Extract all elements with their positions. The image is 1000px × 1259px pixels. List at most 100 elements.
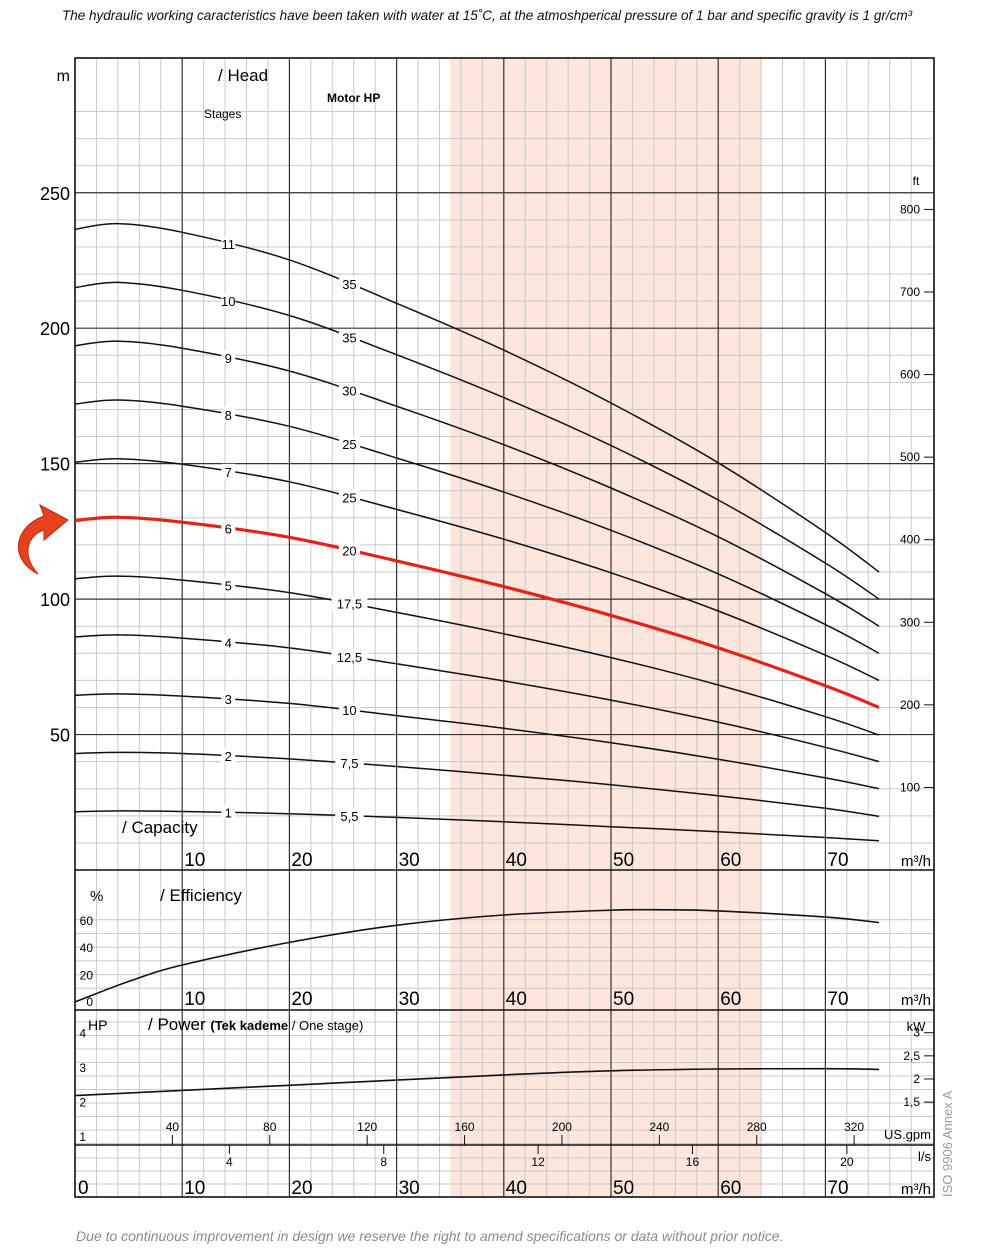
- efficiency-y-unit: %: [90, 888, 103, 905]
- stage-label-bg: [221, 804, 236, 820]
- head-y-tick: 50: [50, 726, 70, 746]
- stage-label-bg: [221, 293, 236, 309]
- ft-tick-label: 100: [900, 780, 920, 794]
- stage-label-bg: [221, 520, 236, 536]
- stage-label: 8: [225, 408, 232, 423]
- head-y-tick: 150: [40, 455, 70, 475]
- stage-label: 10: [221, 294, 235, 309]
- power-y-tick: 2: [79, 1096, 86, 1110]
- motor-label: 20: [342, 544, 356, 559]
- gpm-tick-label: 120: [357, 1120, 377, 1134]
- bottom-x-tick: 30: [399, 1178, 420, 1199]
- head-x-tick: 60: [720, 850, 741, 871]
- stage-label: 4: [225, 635, 232, 650]
- ft-tick-label: 500: [900, 450, 920, 464]
- stage-label: 3: [225, 692, 232, 707]
- capacity-label: / Capacity: [122, 818, 198, 837]
- bottom-x-tick: 50: [613, 1178, 634, 1199]
- ft-tick-label: 200: [900, 698, 920, 712]
- gpm-tick-label: 200: [552, 1120, 572, 1134]
- motor-hp-label: Motor HP: [327, 91, 380, 105]
- kw-tick-label: 1,5: [903, 1095, 920, 1109]
- head-curve-stage-2: [74, 751, 880, 818]
- stages-label: Stages: [204, 107, 241, 121]
- stage-label: 7: [225, 465, 232, 480]
- motor-label: 17,5: [337, 597, 362, 612]
- head-y-tick: 200: [40, 319, 70, 339]
- efficiency-x-tick: 10: [184, 989, 205, 1010]
- stage-label: 9: [225, 351, 232, 366]
- head-x-tick: 70: [827, 850, 848, 871]
- efficiency-x-tick: 50: [613, 989, 634, 1010]
- stage-label: 1: [225, 805, 232, 820]
- stage-label-bg: [221, 747, 236, 763]
- stage-label: 2: [225, 749, 232, 764]
- motor-label: 5,5: [340, 809, 358, 824]
- stage-label: 11: [222, 237, 236, 252]
- efficiency-y-tick: 0: [86, 995, 93, 1009]
- efficiency-x-tick: 40: [506, 989, 527, 1010]
- head-curve-stage-6: [74, 515, 880, 709]
- bottom-x-tick: 70: [827, 1178, 848, 1199]
- bottom-x-tick: 60: [720, 1178, 741, 1199]
- ft-axis-label: ft: [913, 174, 920, 188]
- ft-tick-label: 700: [900, 285, 920, 299]
- ls-tick-label: 8: [380, 1155, 387, 1169]
- head-x-tick: 10: [184, 850, 205, 871]
- ft-tick-label: 600: [900, 368, 920, 382]
- stage-label-bg: [221, 634, 236, 650]
- power-title-bold: (Tek kademe: [210, 1018, 288, 1033]
- efficiency-x-tick: 60: [720, 989, 741, 1010]
- power-title-rest: / One stage): [288, 1018, 363, 1033]
- gpm-tick-label: 240: [649, 1120, 669, 1134]
- motor-label-bg: [331, 595, 368, 611]
- head-x-tick: 20: [291, 850, 312, 871]
- head-curve-stage-3: [74, 693, 880, 790]
- motor-label-bg: [338, 542, 360, 558]
- head-x-tick: 50: [613, 850, 634, 871]
- head-y-unit: m: [57, 68, 70, 85]
- motor-label-bg: [338, 329, 360, 345]
- ls-tick-label: 20: [840, 1155, 854, 1169]
- motor-label: 25: [342, 437, 356, 452]
- head-y-tick: 100: [40, 590, 70, 610]
- footer-note: Due to continuous improvement in design …: [76, 1228, 784, 1244]
- motor-label-bg: [338, 702, 360, 718]
- motor-label: 30: [342, 384, 356, 399]
- gpm-axis-label: US.gpm: [884, 1127, 931, 1142]
- bottom-x-tick: 40: [506, 1178, 527, 1199]
- motor-label: 7,5: [340, 756, 358, 771]
- ft-tick-label: 400: [900, 533, 920, 547]
- head-curve-stage-8: [74, 399, 880, 654]
- head-curve-stage-5: [74, 575, 880, 736]
- iso-note: ISO 9906 Annex A: [940, 1090, 955, 1197]
- efficiency-y-tick: 60: [80, 914, 94, 928]
- ls-tick-label: 4: [226, 1155, 233, 1169]
- stage-label-bg: [221, 691, 236, 707]
- kw-tick-label: 3: [913, 1026, 920, 1040]
- stage-label: 5: [225, 578, 232, 593]
- chart-frame: [74, 57, 935, 1198]
- motor-label-bg: [338, 382, 360, 398]
- head-curve-stage-4: [74, 634, 880, 763]
- ls-axis-label: l/s: [918, 1149, 932, 1164]
- gpm-tick-label: 40: [166, 1120, 180, 1134]
- head-curve-stage-10: [74, 281, 880, 600]
- efficiency-x-tick: 20: [291, 989, 312, 1010]
- stage-label-bg: [221, 350, 236, 366]
- efficiency-y-tick: 40: [80, 941, 94, 955]
- motor-label-bg: [335, 755, 364, 771]
- stage-label-bg: [221, 577, 236, 593]
- head-curve-stage-11: [74, 222, 880, 573]
- power-y-tick: 4: [79, 1027, 86, 1041]
- power-curve: [74, 1067, 880, 1097]
- efficiency-curve: [74, 908, 880, 1003]
- head-curve-stage-7: [74, 458, 880, 682]
- stage-label-bg: [221, 236, 236, 252]
- efficiency-title: / Efficiency: [160, 886, 242, 905]
- bottom-x-unit: m³/h: [901, 1181, 931, 1198]
- highlight-band: [450, 58, 762, 1197]
- gpm-tick-label: 320: [844, 1120, 864, 1134]
- power-title-main: / Power: [148, 1015, 210, 1034]
- bottom-x-tick: 20: [291, 1178, 312, 1199]
